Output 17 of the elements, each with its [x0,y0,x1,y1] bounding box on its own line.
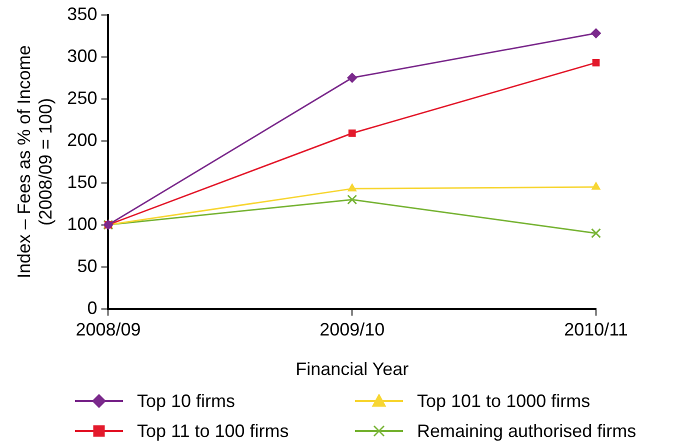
x-axis-title: Financial Year [296,359,409,380]
y-tick-label: 200 [67,130,98,150]
x-tick-label: 2010/11 [564,320,628,340]
legend-label: Top 10 firms [137,390,236,412]
legend-label: Top 101 to 1000 firms [417,390,590,412]
y-tick-label: 250 [67,88,98,108]
y-tick-label: 50 [77,256,98,276]
y-tick-label: 0 [87,298,98,318]
y-tick-label: 300 [67,46,98,66]
legend-label: Remaining authorised firms [417,420,636,442]
y-tick-label: 150 [67,172,98,192]
y-axis-title: Index – Fees as % of Income (2008/09 = 100) [14,45,56,278]
y-tick-label: 100 [67,214,98,234]
legend-label: Top 11 to 100 firms [137,420,289,442]
x-tick-label: 2008/09 [76,320,141,340]
y-tick-label: 350 [67,4,98,24]
x-tick-label: 2009/10 [320,320,385,340]
